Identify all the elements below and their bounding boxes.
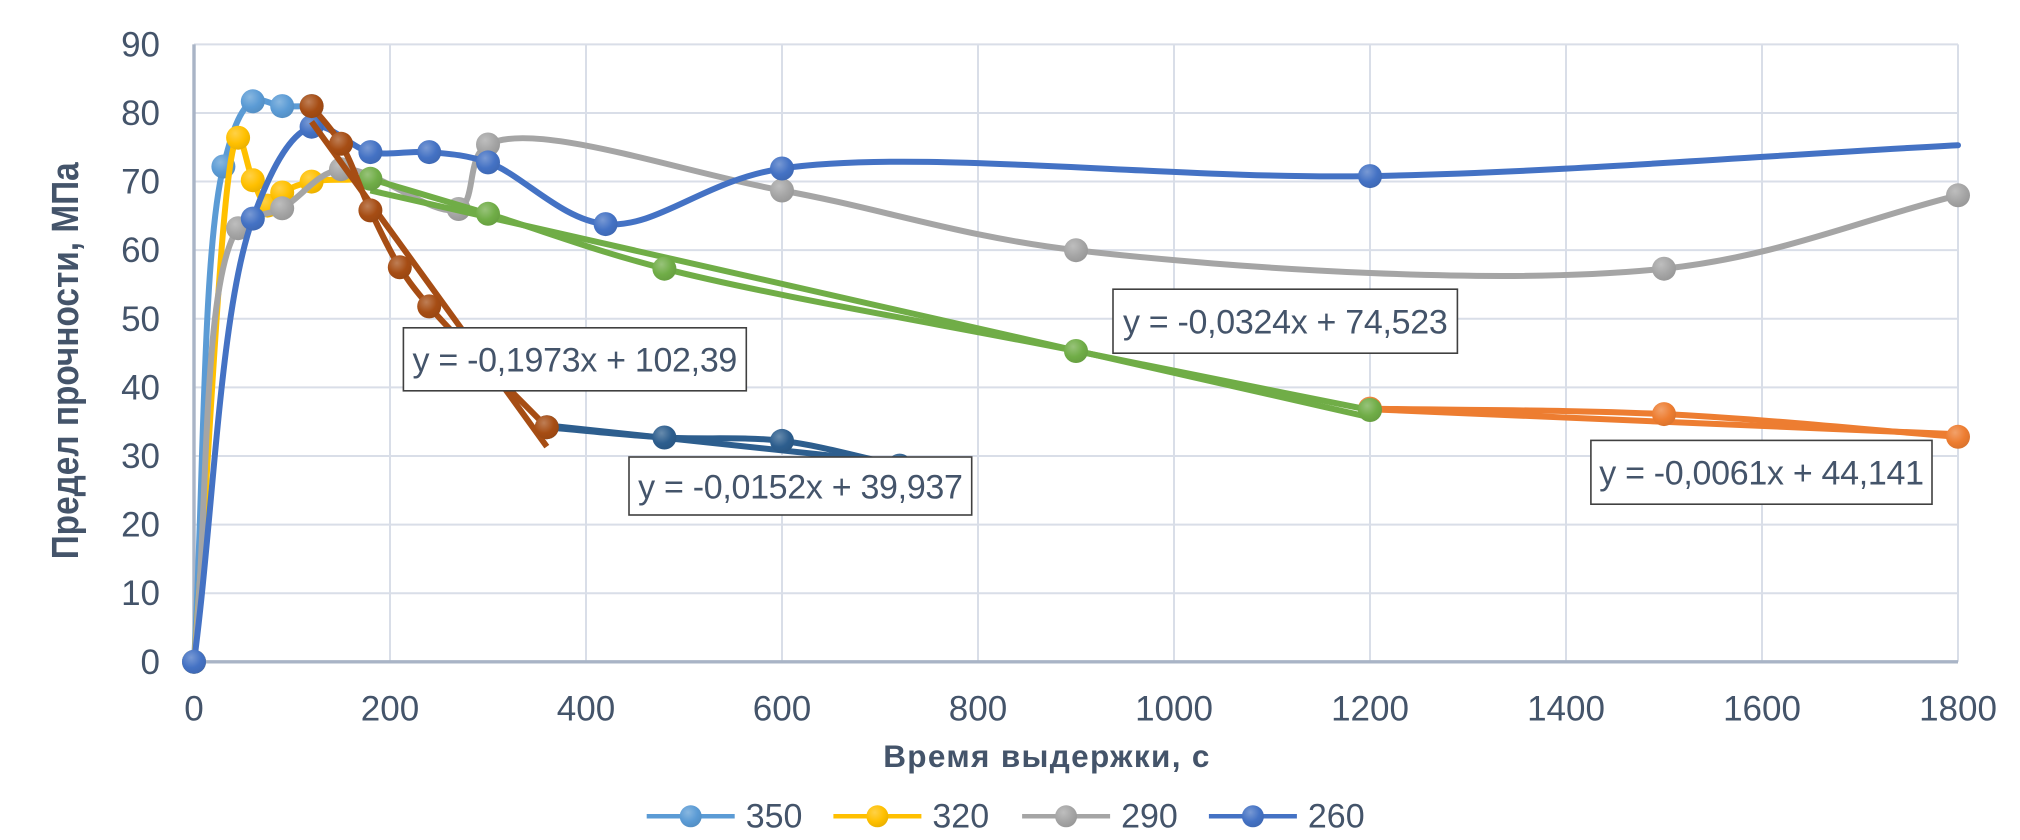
svg-text:10: 10 (121, 574, 160, 613)
svg-text:0: 0 (141, 643, 160, 682)
svg-text:350: 350 (746, 798, 803, 836)
svg-text:y = -0,0324x + 74,523: y = -0,0324x + 74,523 (1123, 304, 1448, 342)
svg-text:20: 20 (121, 506, 160, 545)
svg-text:800: 800 (949, 690, 1007, 729)
svg-text:1600: 1600 (1723, 690, 1801, 729)
svg-text:290: 290 (1121, 798, 1178, 836)
svg-text:y = -0,0152x + 39,937: y = -0,0152x + 39,937 (638, 468, 963, 506)
svg-text:0: 0 (184, 690, 203, 729)
svg-text:30: 30 (121, 437, 160, 476)
svg-text:50: 50 (121, 300, 160, 339)
svg-text:Время выдержки, с: Время выдержки, с (883, 738, 1211, 774)
svg-text:320: 320 (932, 798, 989, 836)
svg-text:260: 260 (1308, 798, 1365, 836)
svg-text:60: 60 (121, 231, 160, 270)
svg-text:1000: 1000 (1135, 690, 1213, 729)
svg-text:40: 40 (121, 368, 160, 407)
svg-text:1800: 1800 (1919, 690, 1997, 729)
svg-text:y = -0,1973x + 102,39: y = -0,1973x + 102,39 (413, 342, 738, 380)
svg-text:1400: 1400 (1527, 690, 1605, 729)
svg-text:600: 600 (753, 690, 811, 729)
svg-text:y = -0,0061x + 44,141: y = -0,0061x + 44,141 (1599, 455, 1924, 493)
svg-text:Предел прочности, МПа: Предел прочности, МПа (45, 162, 87, 560)
svg-text:90: 90 (121, 25, 160, 64)
svg-text:1200: 1200 (1331, 690, 1409, 729)
svg-text:70: 70 (121, 163, 160, 202)
svg-text:400: 400 (557, 690, 615, 729)
svg-text:200: 200 (361, 690, 419, 729)
svg-text:80: 80 (121, 94, 160, 133)
